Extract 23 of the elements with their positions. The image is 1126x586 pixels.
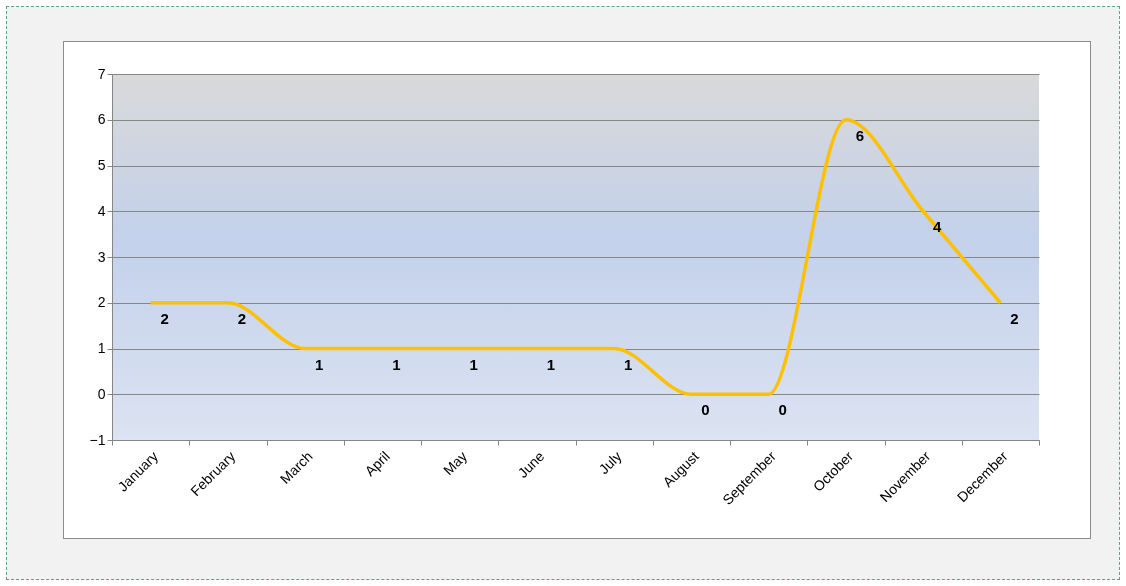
data-label: 1 <box>546 355 556 373</box>
y-tick-label: 2 <box>97 294 106 311</box>
data-label: 1 <box>623 355 633 373</box>
y-tick-label: 6 <box>97 111 106 128</box>
y-tick-label: 5 <box>97 157 106 173</box>
y-tick-label: −1 <box>89 431 106 448</box>
y-tick-label: 0 <box>97 385 106 402</box>
y-tick-label: 1 <box>97 340 106 356</box>
x-tick-label: July <box>595 448 625 478</box>
data-label: 2 <box>1010 309 1019 327</box>
data-label: 1 <box>392 355 401 373</box>
line-series <box>148 118 1003 396</box>
data-label: 2 <box>237 309 247 327</box>
data-label: 0 <box>701 401 710 419</box>
data-label: 1 <box>314 355 324 373</box>
y-tick-label: 4 <box>97 202 106 219</box>
data-label: 6 <box>855 126 865 144</box>
y-tick-label: 3 <box>97 248 106 265</box>
x-tick-label: May <box>440 448 471 479</box>
data-label: 2 <box>160 309 169 327</box>
data-label: 1 <box>469 355 478 373</box>
data-label: 0 <box>778 401 787 419</box>
y-tick-label: 7 <box>97 65 106 82</box>
